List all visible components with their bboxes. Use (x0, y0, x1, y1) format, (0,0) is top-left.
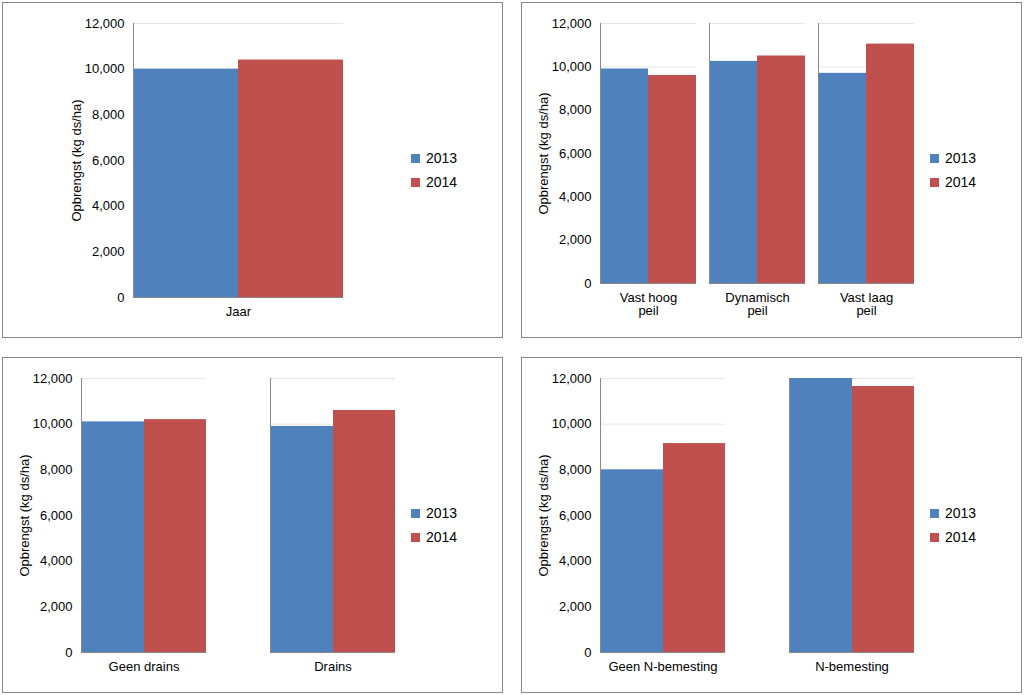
svg-text:12,000: 12,000 (85, 16, 125, 31)
svg-text:Geen drains: Geen drains (109, 659, 180, 674)
svg-text:Opbrengst (kg ds/ha): Opbrengst (kg ds/ha) (536, 92, 551, 214)
svg-text:12,000: 12,000 (552, 16, 592, 31)
svg-text:6,000: 6,000 (559, 508, 592, 523)
svg-text:6,000: 6,000 (40, 508, 73, 523)
svg-text:Jaar: Jaar (226, 304, 252, 319)
svg-text:4,000: 4,000 (40, 553, 73, 568)
svg-text:10,000: 10,000 (85, 61, 125, 76)
svg-text:4,000: 4,000 (92, 198, 125, 213)
svg-text:Geen N-bemesting: Geen N-bemesting (608, 659, 717, 674)
svg-text:12,000: 12,000 (33, 371, 73, 386)
svg-text:8,000: 8,000 (40, 462, 73, 477)
html-text:2014: 2014 (426, 529, 458, 545)
svg-text:Vast laagpeil: Vast laagpeil (840, 290, 893, 318)
html-text:2013: 2013 (945, 505, 977, 521)
svg-text:6,000: 6,000 (92, 153, 125, 168)
svg-text:0: 0 (117, 290, 124, 305)
svg-text:Opbrengst (kg ds/ha): Opbrengst (kg ds/ha) (17, 454, 32, 576)
html-text:2013: 2013 (426, 505, 458, 521)
svg-text:8,000: 8,000 (559, 462, 592, 477)
html-text:2014: 2014 (945, 174, 977, 190)
svg-text:2,000: 2,000 (40, 599, 73, 614)
html-text:2014: 2014 (426, 174, 458, 190)
html-text:2013: 2013 (426, 150, 458, 166)
svg-text:N-bemesting: N-bemesting (815, 659, 889, 674)
svg-text:2,000: 2,000 (559, 232, 592, 247)
svg-text:12,000: 12,000 (552, 371, 592, 386)
svg-text:2,000: 2,000 (559, 599, 592, 614)
html-text:2013: 2013 (945, 150, 977, 166)
svg-text:Opbrengst (kg ds/ha): Opbrengst (kg ds/ha) (536, 454, 551, 576)
svg-text:6,000: 6,000 (559, 146, 592, 161)
svg-text:Opbrengst (kg ds/ha): Opbrengst (kg ds/ha) (69, 99, 84, 221)
svg-text:Drains: Drains (314, 659, 352, 674)
svg-text:0: 0 (65, 645, 72, 660)
svg-text:10,000: 10,000 (33, 416, 73, 431)
html-text:2014: 2014 (945, 529, 977, 545)
svg-text:4,000: 4,000 (559, 553, 592, 568)
svg-text:8,000: 8,000 (92, 107, 125, 122)
svg-text:10,000: 10,000 (552, 59, 592, 74)
svg-text:10,000: 10,000 (552, 416, 592, 431)
svg-text:0: 0 (584, 645, 591, 660)
svg-text:Dynamischpeil: Dynamischpeil (725, 290, 789, 318)
svg-text:8,000: 8,000 (559, 102, 592, 117)
svg-text:4,000: 4,000 (559, 189, 592, 204)
svg-text:0: 0 (584, 276, 591, 291)
svg-text:Vast hoogpeil: Vast hoogpeil (620, 290, 678, 318)
svg-text:2,000: 2,000 (92, 244, 125, 259)
